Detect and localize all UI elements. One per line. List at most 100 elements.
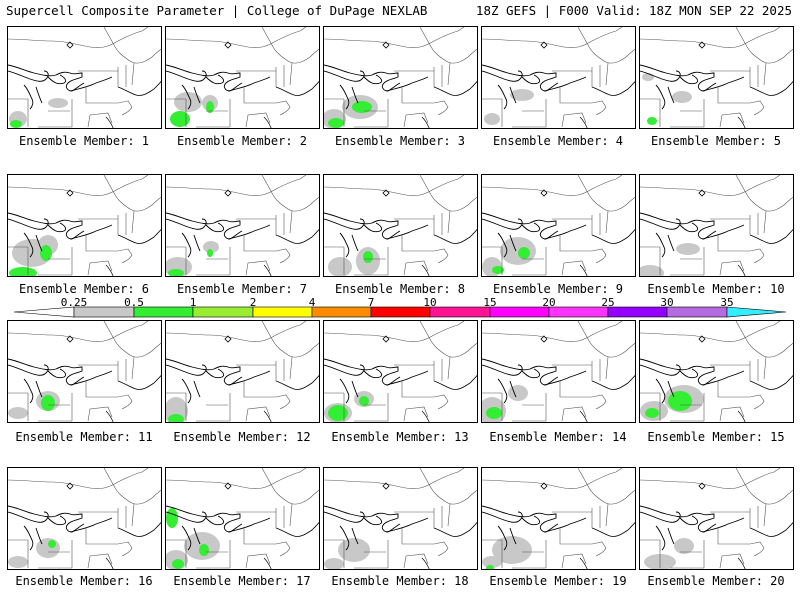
colorbar-segment [311,306,372,318]
ensemble-member-label: Ensemble Member: 5 [650,134,782,148]
scp-green-area [359,396,369,406]
regional-map [8,27,161,128]
ensemble-map-panel [639,26,794,129]
ensemble-map-panel [639,467,794,570]
colorbar-tick-label: 10 [423,296,437,309]
ensemble-member-label: Ensemble Member: 11 [15,430,153,444]
ensemble-map-panel [7,174,162,277]
scp-gray-area [8,407,28,419]
scp-gray-area [482,556,502,568]
ensemble-map-panel [165,320,320,423]
scp-green-area [486,407,502,419]
scp-gray-area [203,241,219,253]
colorbar-tick-label: 2 [249,296,257,309]
regional-map [640,175,793,276]
ensemble-map-panel [7,26,162,129]
colorbar-segment [489,306,550,318]
scp-green-area [486,565,494,569]
ensemble-member-label: Ensemble Member: 7 [176,282,308,296]
scp-gray-area [640,265,664,276]
valid-time: 18Z GEFS | F000 Valid: 18Z MON SEP 22 20… [475,3,792,18]
regional-map [640,468,793,569]
scp-green-area [328,118,344,128]
ensemble-map-panel [323,320,478,423]
ensemble-member-label: Ensemble Member: 8 [334,282,466,296]
ensemble-map-panel [481,174,636,277]
regional-map [324,468,477,569]
colorbar-segment [370,306,431,318]
ensemble-map-panel [639,320,794,423]
ensemble-map-panel [165,26,320,129]
colorbar-tick-label: 7 [367,296,375,309]
scp-green-area [492,266,504,274]
regional-map [482,321,635,422]
scp-green-area [668,391,692,411]
scp-green-area [206,101,214,113]
ensemble-map-panel [323,467,478,570]
ensemble-member-label: Ensemble Member: 20 [647,574,785,588]
ensemble-member-label: Ensemble Member: 4 [492,134,624,148]
scp-gray-area [174,92,202,112]
scp-gray-area [508,385,528,401]
ensemble-map-panel [481,320,636,423]
regional-map [166,321,319,422]
scp-green-area [328,405,348,421]
colorbar-tick-label: 0.25 [60,296,88,309]
colorbar-tick-label: 20 [542,296,556,309]
scp-green-area [9,267,37,276]
colorbar-segment [726,306,787,318]
scp-green-area [41,395,55,411]
ensemble-member-label: Ensemble Member: 19 [489,574,627,588]
scp-gray-area [324,558,344,569]
scp-gray-area [36,538,60,558]
colorbar-segment [429,306,491,318]
colorbar-tick-label: 25 [601,296,615,309]
ensemble-map-panel [165,467,320,570]
scp-gray-area [642,73,654,81]
regional-map [166,27,319,128]
scp-gray-area [328,257,352,276]
regional-map [640,321,793,422]
regional-map [8,321,161,422]
scp-gray-area [484,113,500,125]
ensemble-member-label: Ensemble Member: 17 [173,574,311,588]
colorbar-tick-label: 0.5 [124,296,144,309]
ensemble-map-panel [7,320,162,423]
ensemble-member-label: Ensemble Member: 9 [492,282,624,296]
colorbar-tick-label: 35 [720,296,734,309]
ensemble-member-label: Ensemble Member: 3 [334,134,466,148]
regional-map [8,468,161,569]
ensemble-member-label: Ensemble Member: 15 [647,430,785,444]
regional-map [482,468,635,569]
colorbar [13,306,787,318]
colorbar-tick-label: 30 [660,296,674,309]
colorbar-tick-label: 15 [483,296,497,309]
ensemble-map-panel [481,26,636,129]
scp-green-area [172,559,184,569]
scp-gray-area [48,98,68,108]
ensemble-member-label: Ensemble Member: 12 [173,430,311,444]
ensemble-map-panel [7,467,162,570]
regional-map [166,175,319,276]
scp-green-area [363,251,373,263]
colorbar-tick-label: 1 [189,296,197,309]
scp-green-area [518,247,530,259]
scp-gray-area [674,538,694,554]
colorbar-segment [666,306,728,318]
scp-green-area [170,111,190,127]
ensemble-member-label: Ensemble Member: 18 [331,574,469,588]
scp-green-area [48,540,56,548]
scp-green-area [168,269,184,276]
ensemble-member-label: Ensemble Member: 13 [331,430,469,444]
colorbar-segment [252,306,313,318]
regional-map [324,27,477,128]
regional-map [482,175,635,276]
regional-map [324,175,477,276]
regional-map [166,468,319,569]
scp-green-area [40,245,52,261]
ensemble-member-label: Ensemble Member: 6 [18,282,150,296]
ensemble-map-panel [323,26,478,129]
scp-gray-area [8,556,28,568]
ensemble-map-panel [481,467,636,570]
scp-gray-area [510,89,534,101]
